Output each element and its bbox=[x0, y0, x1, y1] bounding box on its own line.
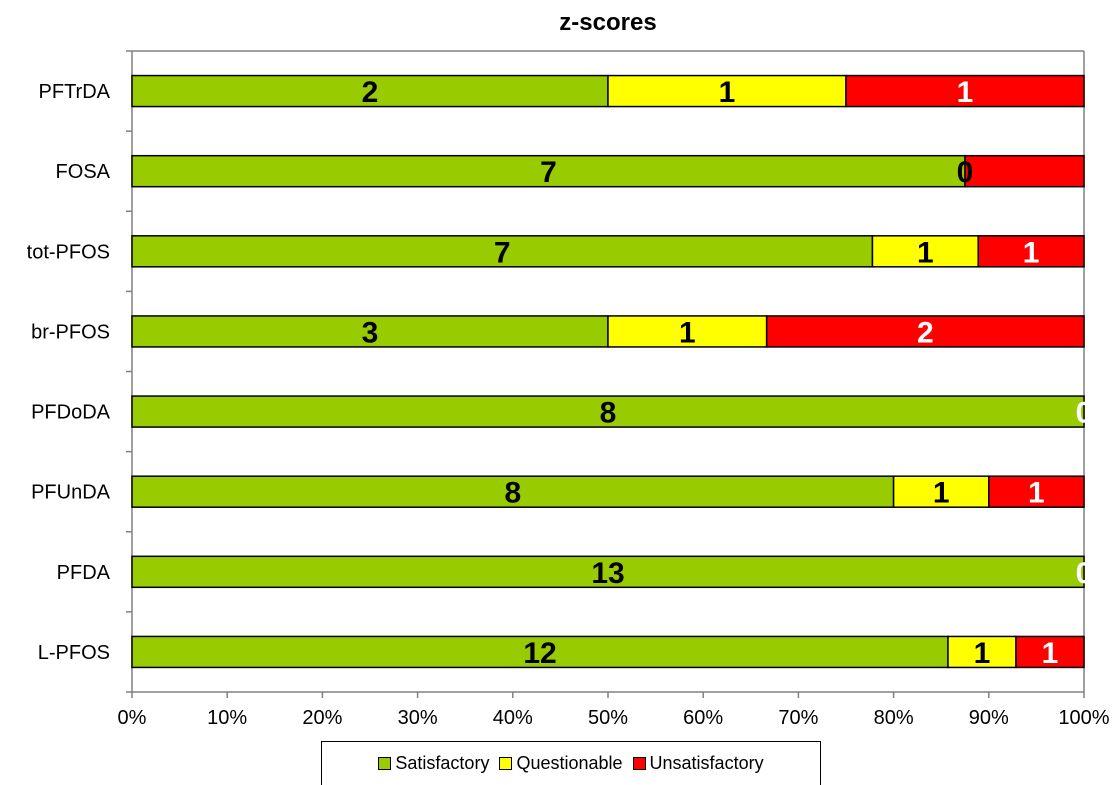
data-label: 1 bbox=[679, 316, 696, 349]
data-label: 1 bbox=[933, 477, 950, 510]
legend-swatch bbox=[378, 757, 392, 770]
y-tick-label: br-PFOS bbox=[31, 321, 110, 343]
legend-swatch bbox=[632, 757, 646, 770]
data-label: 7 bbox=[540, 156, 557, 189]
bar-segment bbox=[977, 235, 1085, 268]
legend-label: Satisfactory bbox=[395, 753, 490, 773]
bar-segment bbox=[131, 395, 1085, 428]
bar-segment bbox=[131, 74, 609, 108]
data-label: 1 bbox=[719, 76, 736, 109]
bar-segment bbox=[131, 315, 609, 348]
x-tick-label: 20% bbox=[302, 707, 342, 729]
data-label: 7 bbox=[494, 236, 511, 269]
bar-segment bbox=[871, 235, 979, 268]
data-label: 3 bbox=[362, 316, 379, 349]
x-tick-label: 100% bbox=[1058, 707, 1109, 729]
y-tick-label: FOSA bbox=[56, 161, 111, 183]
y-tick-label: PFUnDA bbox=[31, 482, 111, 504]
x-tick-label: 90% bbox=[969, 707, 1009, 729]
bar-segment bbox=[131, 635, 949, 669]
bar-segment bbox=[131, 555, 1085, 589]
bar-segment bbox=[845, 74, 1085, 108]
legend-swatch bbox=[499, 757, 513, 770]
x-tick-label: 30% bbox=[398, 707, 438, 729]
data-label: 2 bbox=[362, 76, 379, 109]
bar-segment bbox=[607, 315, 768, 348]
chart-title: z-scores bbox=[559, 9, 656, 36]
legend-item: Questionable bbox=[499, 753, 623, 774]
legend-item: Satisfactory bbox=[378, 753, 489, 774]
bar-segment bbox=[988, 475, 1085, 508]
bar-segment bbox=[765, 315, 1085, 348]
x-tick-label: 0% bbox=[118, 707, 147, 729]
data-label: 0 bbox=[957, 156, 974, 189]
legend-label: Questionable bbox=[516, 753, 623, 773]
data-label: 1 bbox=[917, 236, 934, 269]
data-label: 1 bbox=[1028, 477, 1045, 510]
x-tick-label: 40% bbox=[493, 707, 533, 729]
data-label: 0 bbox=[1076, 557, 1093, 590]
y-tick-label: PFDoDA bbox=[31, 402, 111, 424]
data-label: 0 bbox=[1076, 397, 1093, 430]
data-label: 8 bbox=[504, 477, 521, 510]
bar-segment bbox=[1015, 635, 1085, 669]
bar-segment bbox=[131, 154, 966, 188]
data-label: 1 bbox=[957, 76, 974, 109]
bar-segment bbox=[131, 235, 874, 268]
bar-segment bbox=[964, 154, 1085, 188]
legend: Satisfactory Questionable Unsatisfactory bbox=[321, 741, 821, 785]
data-label: 2 bbox=[917, 316, 934, 349]
bar-segment bbox=[607, 74, 847, 108]
bar-segment bbox=[892, 475, 990, 508]
x-tick-label: 70% bbox=[778, 707, 818, 729]
x-tick-label: 60% bbox=[683, 707, 723, 729]
x-tick-label: 50% bbox=[588, 707, 628, 729]
data-label: 8 bbox=[600, 397, 617, 430]
data-label: 1 bbox=[1023, 236, 1040, 269]
legend-item: Unsatisfactory bbox=[632, 753, 764, 774]
plot-area: 0% 10% 20% 30% 40% 50% 60% 70% 80% 90% 100% L-PFOS 1… bbox=[27, 50, 1110, 729]
y-tick-label: PFDA bbox=[57, 562, 111, 584]
y-tick-label: PFTrDA bbox=[39, 81, 111, 103]
x-tick-label: 10% bbox=[207, 707, 247, 729]
y-tick-label: L-PFOS bbox=[38, 642, 110, 664]
x-tick-label: 80% bbox=[874, 707, 914, 729]
bar-segment bbox=[947, 635, 1017, 669]
y-tick-label: tot-PFOS bbox=[27, 241, 110, 263]
data-label: 1 bbox=[1042, 637, 1059, 670]
data-label: 12 bbox=[523, 637, 556, 670]
legend-label: Unsatisfactory bbox=[649, 753, 764, 773]
data-label: 13 bbox=[591, 557, 624, 590]
data-label: 1 bbox=[974, 637, 991, 670]
